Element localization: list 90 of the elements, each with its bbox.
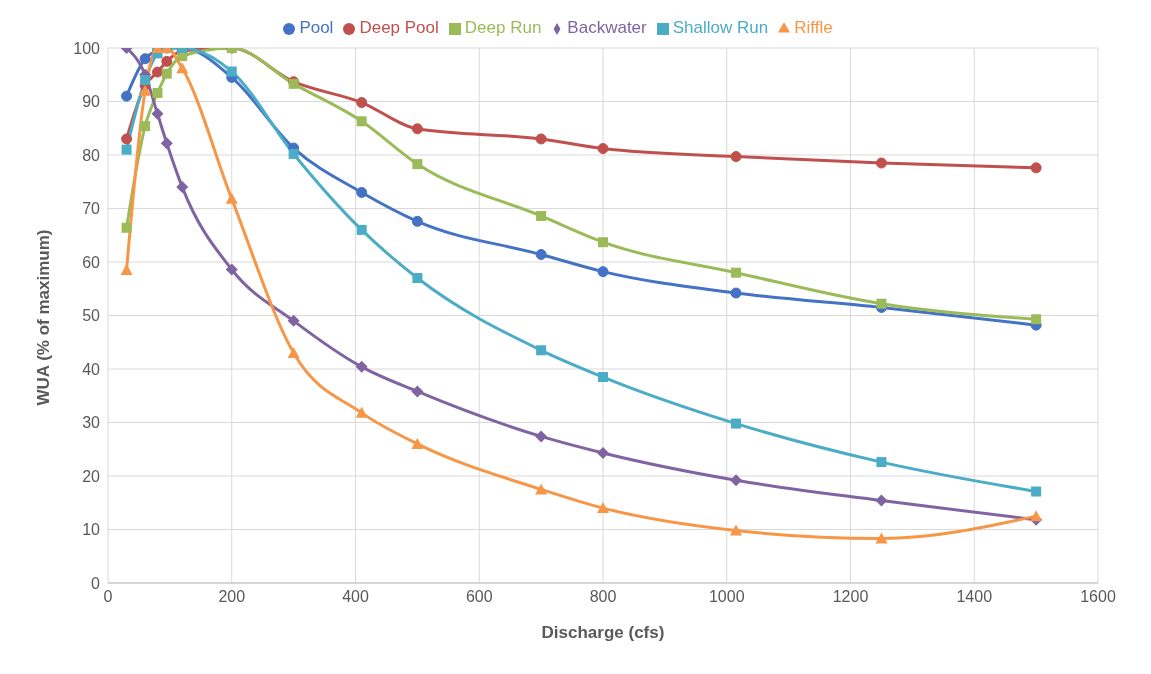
point [121,222,132,233]
point [412,159,423,170]
point [876,457,887,468]
x-tick-label: 1000 [708,588,745,606]
x-tick-label: 600 [465,588,493,606]
point [731,267,742,278]
point [1031,314,1042,325]
point [152,87,163,98]
point [535,133,547,145]
legend-label: Shallow Run [672,18,769,37]
point [411,123,423,135]
point [598,372,608,383]
point [355,406,368,418]
x-tick-label: 1200 [832,588,869,606]
y-tick-label: 30 [82,414,101,432]
point [121,144,132,155]
point [536,345,547,356]
point [356,116,367,127]
point [140,121,151,132]
point [356,224,367,235]
point [120,264,133,276]
point [288,148,299,159]
point [535,249,547,261]
point [731,418,742,429]
point [151,107,164,120]
point [597,502,609,514]
point [1030,510,1043,522]
x-tick-label: 400 [342,588,369,606]
legend-label: Backwater [567,18,647,37]
point [535,483,548,495]
point [536,210,547,221]
point [121,90,133,102]
point [597,143,609,155]
x-tick-label: 200 [218,588,246,606]
point [730,151,742,163]
point [356,97,368,109]
point [411,437,424,449]
point [597,447,609,459]
point [152,66,163,78]
point [287,314,300,327]
x-tick-label: 1400 [956,588,993,606]
point [121,133,133,145]
y-tick-label: 40 [82,360,101,378]
y-tick-label: 0 [91,574,101,592]
legend-label: Deep Run [464,18,542,37]
y-tick-label: 80 [82,146,101,164]
point [875,157,887,169]
y-tick-label: 10 [82,521,101,539]
x-axis-title: Discharge (cfs) [541,623,665,642]
point [161,68,172,79]
point [225,263,238,276]
point [730,524,743,536]
x-tick-label: 0 [103,588,113,606]
point [875,494,888,507]
point [411,215,423,227]
point [139,53,151,65]
point [356,186,368,198]
y-tick-label: 60 [82,253,101,271]
point [176,62,189,74]
point [355,360,368,373]
point [412,273,423,284]
legend-label: Pool [299,18,334,37]
y-axis-title: WUA (% of maximum) [34,229,54,406]
point [160,137,173,150]
point [161,55,173,67]
point [226,66,237,77]
point [225,192,238,204]
point [1031,486,1042,497]
legend-label: Riffle [794,18,833,37]
point [730,287,742,299]
x-tick-label: 800 [589,588,617,606]
point [139,84,152,96]
point [176,181,189,194]
y-tick-label: 20 [82,467,101,485]
point [876,298,887,309]
point [730,474,743,487]
point [598,237,608,248]
point [140,75,151,86]
legend-label: Deep Pool [359,18,439,37]
y-tick-label: 50 [82,307,101,325]
point [535,430,548,443]
y-tick-label: 70 [82,200,101,218]
y-tick-label: 90 [82,93,101,111]
point [597,266,609,278]
point [287,346,300,358]
point [1030,162,1042,174]
x-tick-label: 1600 [1080,588,1116,606]
point [875,532,888,544]
y-tick-label: 100 [73,39,101,57]
point [411,385,424,398]
